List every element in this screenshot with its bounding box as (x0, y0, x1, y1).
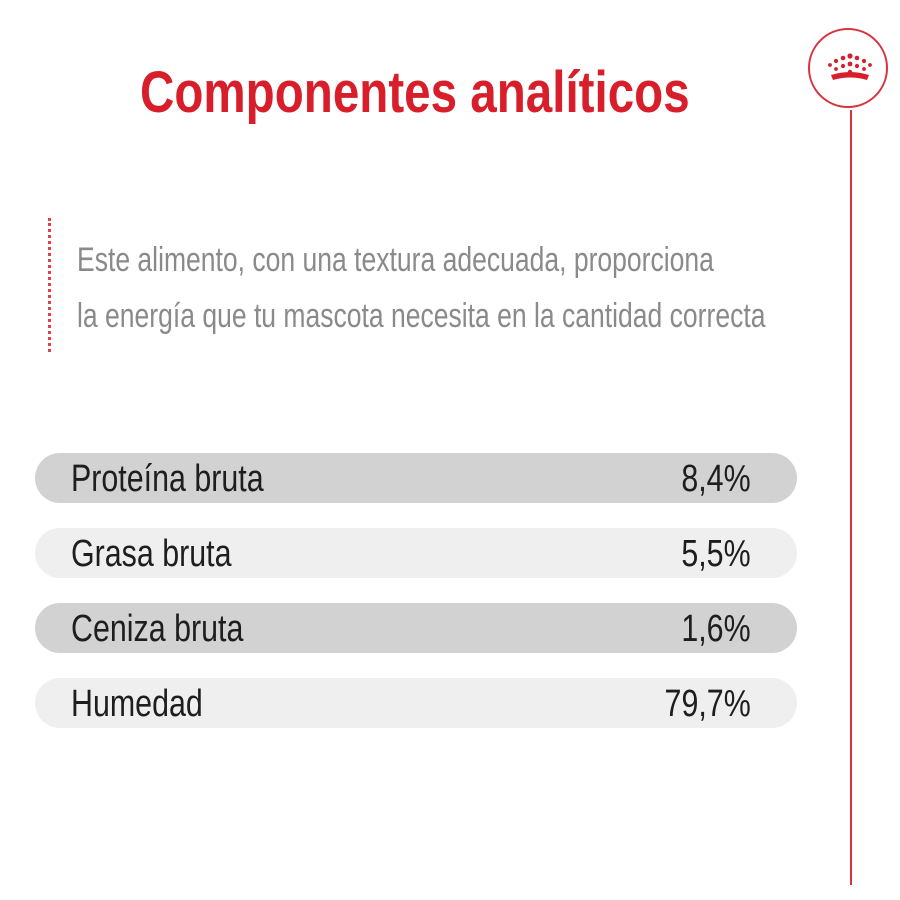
component-value: 1,6% (681, 608, 751, 650)
component-row-ash: Ceniza bruta 1,6% (35, 603, 797, 653)
component-value: 8,4% (681, 458, 751, 500)
component-label: Grasa bruta (71, 533, 232, 575)
intro-text: Este alimento, con una textura adecuada,… (77, 232, 779, 344)
brand-vertical-line (850, 110, 852, 885)
brand-logo (808, 28, 888, 108)
analytical-components-table: Proteína bruta 8,4% Grasa bruta 5,5% Cen… (35, 453, 797, 753)
component-value: 5,5% (681, 533, 751, 575)
intro-line-2: la energía que tu mascota necesita en la… (77, 297, 766, 335)
intro-line-1: Este alimento, con una textura adecuada,… (77, 241, 714, 279)
component-value: 79,7% (664, 683, 751, 725)
component-label: Humedad (71, 683, 203, 725)
intro-dotted-rule (48, 218, 51, 352)
component-row-fat: Grasa bruta 5,5% (35, 528, 797, 578)
component-row-moisture: Humedad 79,7% (35, 678, 797, 728)
page-title: Componentes analíticos (140, 60, 690, 125)
component-row-protein: Proteína bruta 8,4% (35, 453, 797, 503)
crown-icon (828, 53, 872, 80)
component-label: Proteína bruta (71, 458, 264, 500)
component-label: Ceniza bruta (71, 608, 244, 650)
